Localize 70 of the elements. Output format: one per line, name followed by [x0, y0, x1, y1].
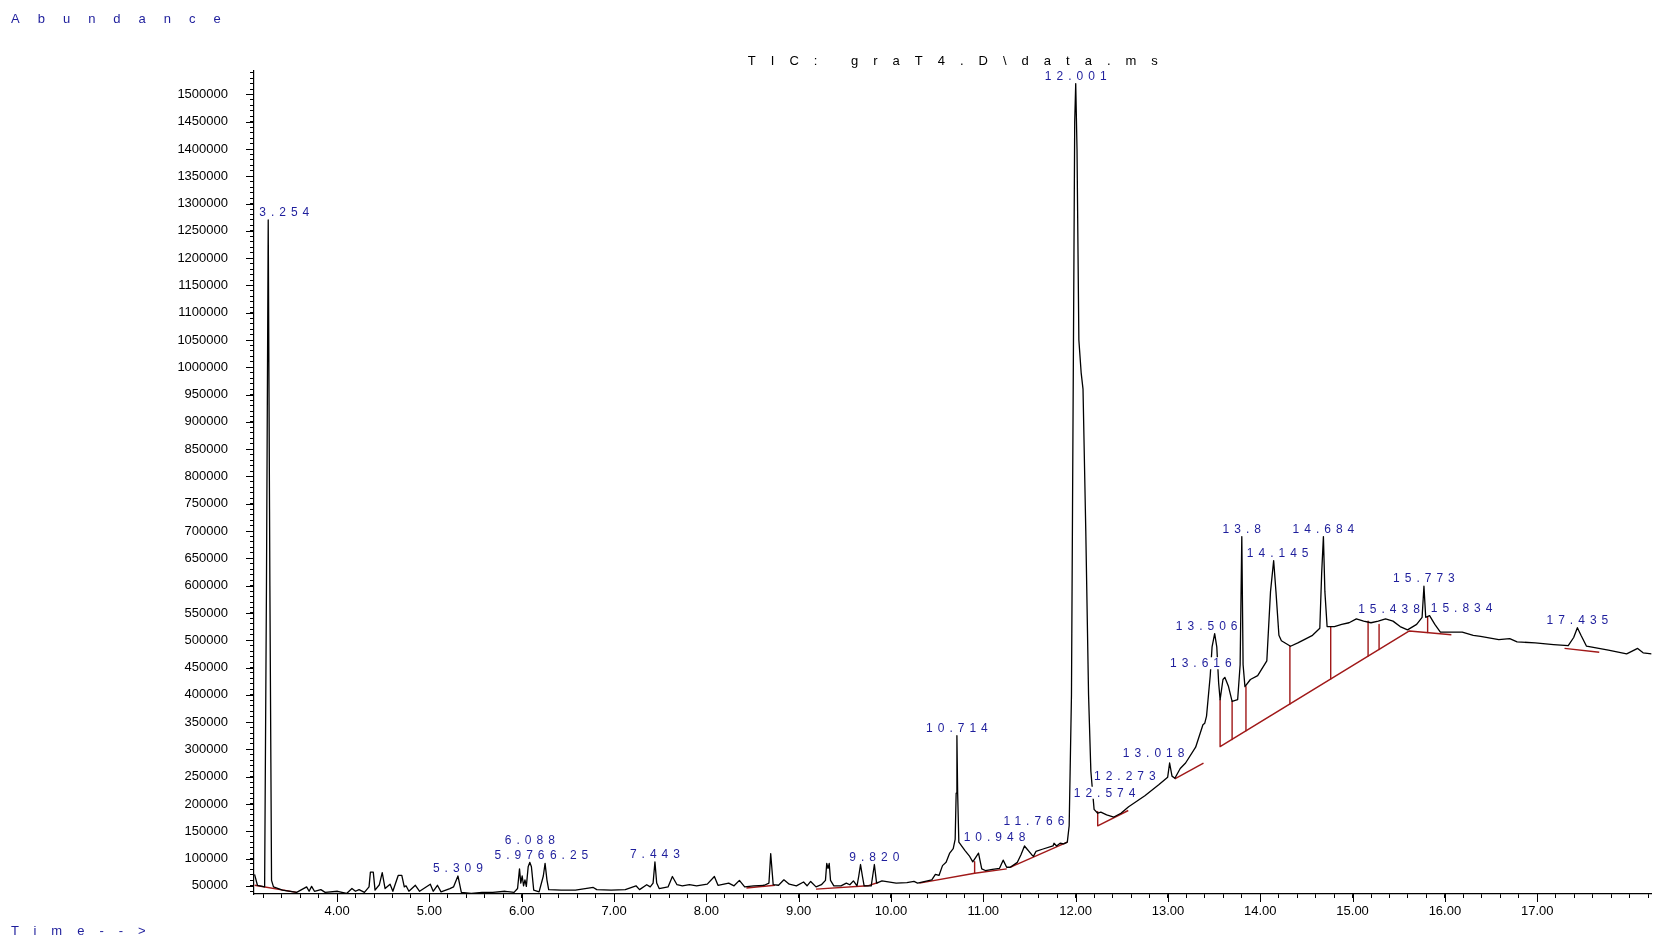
y-tick-label: 950000 — [184, 386, 228, 402]
y-tick-label: 1000000 — [177, 358, 228, 374]
y-tick-label: 700000 — [184, 522, 228, 538]
annotation: 10.948 — [963, 830, 1031, 845]
y-tick-label: 250000 — [184, 768, 228, 784]
annotation: 5.976 — [494, 847, 550, 862]
y-tick-label: 50000 — [191, 877, 228, 893]
x-tick-label: 8.00 — [693, 903, 720, 919]
y-tick-label: 1250000 — [177, 222, 228, 238]
y-axis-title: Abundance — [11, 11, 239, 26]
y-tick-label: 300000 — [184, 740, 228, 756]
x-tick-label: 15.00 — [1336, 903, 1369, 919]
y-tick-label: 350000 — [184, 713, 228, 729]
annotation: 6.25 — [549, 848, 594, 863]
annotation: 10.714 — [926, 720, 993, 735]
x-tick-label: 4.00 — [324, 903, 350, 919]
x-tick-label: 7.00 — [601, 903, 627, 919]
x-tick-label: 13.00 — [1151, 903, 1185, 919]
x-tick-label: 14.00 — [1243, 903, 1277, 919]
annotation: 12.001 — [1044, 68, 1112, 83]
y-tick-label: 550000 — [184, 604, 228, 620]
y-tick-label: 600000 — [184, 577, 228, 593]
x-tick-label: 10.00 — [874, 903, 908, 919]
annotation: 15.438 — [1358, 602, 1425, 617]
y-tick-label: 1050000 — [177, 331, 228, 347]
y-tick-label: 1150000 — [178, 277, 228, 293]
y-tick-label: 100000 — [184, 850, 228, 866]
annotation: 15.834 — [1430, 600, 1498, 615]
y-tick-label: 650000 — [184, 549, 228, 565]
y-tick-label: 150000 — [184, 822, 228, 838]
y-tick-label: 1350000 — [177, 167, 228, 183]
y-tick-label: 900000 — [184, 413, 228, 429]
annotation: 13.8 — [1222, 521, 1266, 536]
annotation: 11.766 — [1003, 814, 1070, 829]
annotation: 13.616 — [1169, 656, 1237, 671]
x-axis-title: Time--> — [11, 923, 161, 938]
x-tick-label: 5.00 — [416, 903, 443, 919]
y-tick-label: 500000 — [184, 631, 228, 647]
y-tick-label: 1200000 — [177, 249, 228, 265]
y-tick-label: 800000 — [184, 468, 228, 484]
y-tick-label: 1300000 — [177, 195, 228, 211]
x-tick-label: 16.00 — [1428, 903, 1462, 919]
y-tick-label: 200000 — [184, 795, 228, 811]
y-tick-label: 850000 — [184, 440, 228, 456]
y-tick-label: 450000 — [184, 659, 228, 675]
annotation: 9.820 — [849, 849, 905, 864]
annotation: 6.088 — [504, 833, 560, 848]
annotation: 17.435 — [1546, 612, 1614, 627]
y-tick-label: 750000 — [184, 495, 228, 511]
annotation: 12.574 — [1073, 785, 1141, 800]
x-tick-label: 17.00 — [1520, 903, 1554, 919]
x-tick-label: 9.00 — [786, 903, 812, 919]
y-tick-label: 1400000 — [177, 140, 228, 156]
annotation: 3.254 — [259, 204, 315, 219]
y-tick-label: 400000 — [184, 686, 228, 702]
x-tick-label: 6.00 — [509, 903, 535, 919]
x-tick-label: 12.00 — [1059, 903, 1092, 919]
annotation: 13.506 — [1175, 618, 1243, 633]
annotation: 15.773 — [1393, 571, 1460, 586]
y-tick-label: 1100000 — [178, 304, 228, 320]
annotation: 12.273 — [1093, 769, 1161, 784]
annotation: 7.443 — [629, 846, 685, 861]
x-tick-label: 11.00 — [967, 903, 1000, 919]
chart-title: TIC: graT4.D\data.ms — [747, 53, 1173, 68]
y-tick-label: 1450000 — [177, 113, 228, 129]
annotation: 13.018 — [1122, 746, 1190, 761]
annotation: 14.145 — [1246, 545, 1314, 560]
annotation: 14.684 — [1292, 521, 1360, 536]
annotation: 5.309 — [432, 860, 488, 875]
y-tick-label: 1500000 — [177, 86, 228, 102]
